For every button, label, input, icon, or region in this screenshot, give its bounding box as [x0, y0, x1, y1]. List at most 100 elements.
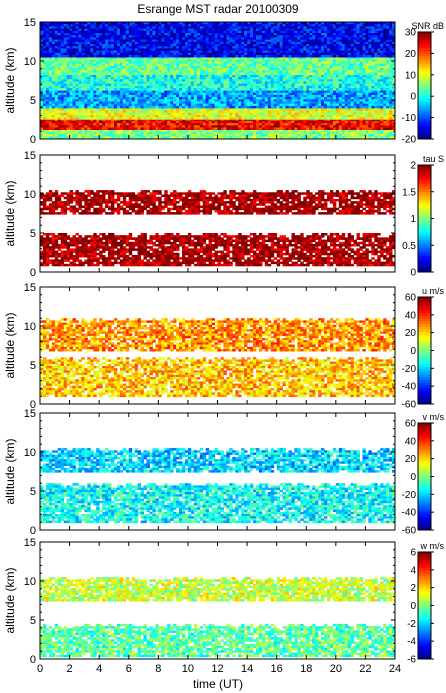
- heatmap-cell: [170, 127, 174, 130]
- heatmap-cell: [146, 115, 150, 118]
- heatmap-cell: [193, 92, 198, 96]
- heatmap-cell: [362, 117, 366, 120]
- heatmap-cell: [176, 90, 180, 93]
- heatmap-cell: [205, 24, 210, 27]
- heatmap-cell: [199, 70, 204, 73]
- heatmap-cell: [54, 74, 59, 78]
- heatmap-cell: [386, 61, 390, 64]
- heatmap-cell: [90, 72, 94, 75]
- heatmap-cell: [93, 61, 97, 64]
- heatmap-cell: [108, 85, 112, 89]
- heatmap-cell: [84, 94, 88, 98]
- heatmap-cell: [306, 103, 310, 107]
- heatmap-cell: [359, 136, 363, 139]
- heatmap-cell: [306, 131, 310, 135]
- heatmap-cell: [383, 77, 387, 80]
- heatmap-cell: [185, 79, 189, 82]
- heatmap-cell: [155, 99, 159, 102]
- heatmap-cell: [353, 134, 357, 137]
- heatmap-cell: [327, 129, 331, 133]
- heatmap-cell: [208, 105, 212, 109]
- heatmap-cell: [374, 123, 378, 126]
- heatmap-cell: [116, 61, 121, 64]
- heatmap-cell: [167, 88, 171, 91]
- heatmap-cell: [318, 57, 322, 60]
- heatmap-cell: [146, 61, 150, 64]
- heatmap-cell: [214, 92, 218, 96]
- heatmap-cell: [241, 97, 245, 100]
- heatmap-cell: [57, 136, 62, 139]
- heatmap-cell: [356, 101, 360, 104]
- heatmap-cell: [176, 99, 180, 102]
- heatmap-cell: [279, 70, 283, 73]
- heatmap-cell: [229, 61, 233, 64]
- heatmap-cell: [359, 72, 363, 75]
- heatmap-cell: [176, 85, 180, 89]
- heatmap-cell: [48, 136, 53, 139]
- heatmap-cell: [164, 81, 168, 84]
- heatmap-cell: [309, 115, 313, 118]
- heatmap-cell: [45, 57, 50, 60]
- heatmap-cell: [40, 79, 44, 82]
- heatmap-cell: [96, 112, 100, 116]
- heatmap-cell: [235, 94, 239, 98]
- heatmap-cell: [279, 85, 283, 89]
- heatmap-cell: [205, 22, 210, 25]
- heatmap-cell: [321, 136, 325, 139]
- heatmap-cell: [81, 118, 85, 122]
- heatmap-cell: [256, 134, 260, 137]
- heatmap-cell: [276, 94, 281, 98]
- heatmap-cell: [205, 59, 210, 62]
- heatmap-cell: [315, 59, 319, 62]
- heatmap-cell: [96, 115, 100, 118]
- heatmap-cell: [51, 110, 56, 114]
- heatmap-cell: [122, 103, 127, 107]
- heatmap-cell: [72, 59, 76, 62]
- heatmap-cell: [173, 88, 177, 91]
- heatmap-cell: [187, 108, 192, 111]
- heatmap-cell: [294, 131, 298, 135]
- heatmap-cell: [365, 85, 369, 89]
- heatmap-cell: [350, 127, 354, 130]
- heatmap-cell: [143, 70, 147, 73]
- heatmap-cell: [196, 88, 201, 91]
- heatmap-cell: [329, 90, 334, 93]
- heatmap-cell: [155, 59, 159, 62]
- heatmap-cell: [125, 90, 130, 93]
- heatmap-cell: [365, 74, 369, 78]
- heatmap-cell: [102, 81, 106, 84]
- heatmap-cell: [235, 103, 239, 107]
- heatmap-cell: [359, 131, 363, 135]
- heatmap-cell: [134, 134, 139, 137]
- heatmap-cell: [327, 77, 331, 80]
- heatmap-cell: [43, 125, 47, 128]
- heatmap-cell: [253, 90, 257, 93]
- heatmap-cell: [81, 63, 85, 67]
- heatmap-cell: [356, 65, 360, 69]
- heatmap-cell: [332, 85, 337, 89]
- heatmap-cell: [250, 59, 254, 62]
- heatmap-cell: [273, 92, 278, 96]
- heatmap-cell: [119, 59, 124, 62]
- heatmap-cell: [220, 65, 224, 69]
- heatmap-cell: [196, 110, 201, 114]
- heatmap-cell: [377, 79, 381, 82]
- heatmap-cell: [229, 123, 233, 126]
- heatmap-cell: [235, 105, 239, 109]
- heatmap-cell: [341, 63, 346, 67]
- heatmap-cell: [247, 85, 251, 89]
- heatmap-cell: [125, 99, 130, 102]
- heatmap-cell: [128, 70, 133, 73]
- heatmap-cell: [167, 24, 171, 27]
- heatmap-cell: [72, 115, 76, 118]
- heatmap-cell: [134, 131, 139, 135]
- heatmap-cell: [54, 103, 59, 107]
- heatmap-cell: [125, 117, 130, 120]
- heatmap-cell: [235, 92, 239, 96]
- heatmap-cell: [199, 110, 204, 114]
- heatmap-cell: [291, 125, 295, 128]
- heatmap-cell: [114, 94, 118, 98]
- heatmap-cell: [208, 22, 212, 25]
- heatmap-cell: [220, 24, 224, 27]
- heatmap-cell: [155, 120, 159, 124]
